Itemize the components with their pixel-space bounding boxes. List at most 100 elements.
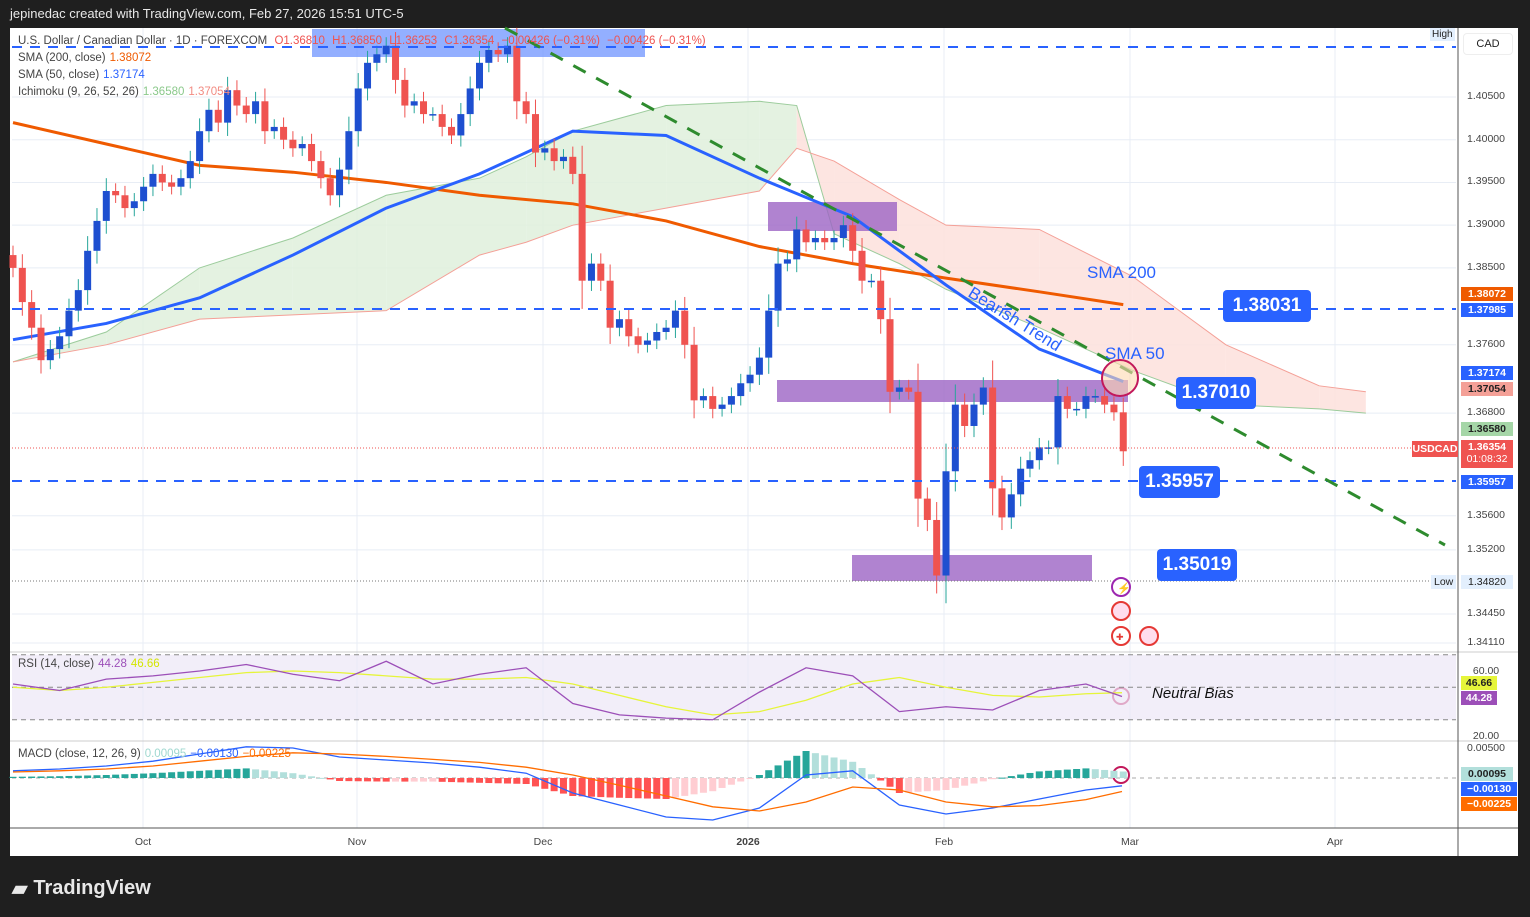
- svg-text:✚: ✚: [1116, 632, 1124, 642]
- level-label-135019[interactable]: 1.35019: [1157, 549, 1237, 581]
- candle-body: [783, 259, 791, 264]
- candle-body: [224, 90, 232, 123]
- candle-body: [177, 178, 185, 187]
- candle-body: [615, 319, 623, 328]
- macd-histogram-bar: [643, 778, 651, 799]
- macd-histogram-bar: [839, 759, 847, 778]
- currency-button[interactable]: CAD: [1463, 33, 1513, 55]
- macd-histogram-bar: [569, 778, 577, 796]
- event-icon-us-2[interactable]: [1139, 626, 1159, 646]
- candle-body: [718, 404, 726, 409]
- resistance-zone-2: [777, 380, 1128, 402]
- macd-histogram-bar: [1045, 770, 1053, 778]
- candle-body: [205, 109, 213, 132]
- rsi-tag: 44.28: [1461, 691, 1497, 705]
- candle-body: [653, 331, 661, 341]
- candle-body: [196, 131, 204, 162]
- candle-body: [494, 50, 502, 55]
- macd-histogram-bar: [783, 760, 791, 778]
- macd-histogram-bar: [438, 778, 446, 782]
- candle-body: [149, 173, 157, 187]
- macd-histogram-bar: [951, 778, 959, 788]
- macd-histogram-bar: [224, 769, 232, 778]
- legend-rsi[interactable]: RSI (14, close) 44.28 46.66: [18, 658, 164, 670]
- macd-histogram-bar: [392, 778, 400, 782]
- macd-histogram-bar: [336, 778, 344, 781]
- candle-body: [326, 178, 334, 196]
- macd-signal-tag: −0.00225: [1461, 797, 1517, 811]
- candle-body: [280, 126, 288, 140]
- macd-histogram-bar: [280, 772, 288, 778]
- macd-histogram-bar: [261, 770, 269, 778]
- candle-body: [420, 101, 428, 115]
- sma200-annotation: SMA 200: [1087, 263, 1156, 282]
- macd-histogram-bar: [634, 778, 642, 799]
- candle-body: [112, 190, 120, 196]
- support-zone: [852, 555, 1092, 581]
- macd-histogram-bar: [84, 775, 92, 778]
- ichimoku-value-2: 1.37054: [188, 86, 230, 98]
- macd-histogram-bar: [587, 778, 595, 797]
- candle-body: [37, 327, 45, 361]
- macd-histogram-bar: [802, 751, 810, 778]
- price-tick: 1.39500: [1467, 175, 1505, 188]
- macd-histogram-bar: [989, 778, 997, 780]
- level-label-138031[interactable]: 1.38031: [1223, 290, 1311, 322]
- macd-histogram-bar: [168, 772, 176, 778]
- macd-histogram-bar: [364, 778, 372, 782]
- legend-macd[interactable]: MACD (close, 12, 26, 9) 0.00095 −0.00130 −0…: [18, 748, 295, 760]
- macd-histogram-bar: [531, 778, 539, 787]
- time-tick: 2026: [736, 836, 760, 848]
- event-icon-ca[interactable]: ✚: [1111, 626, 1131, 646]
- macd-histogram-bar: [102, 775, 110, 778]
- time-tick: Apr: [1326, 836, 1344, 848]
- legend-sma50[interactable]: SMA (50, close) 1.37174: [18, 69, 149, 81]
- ichimoku-cloud-segment: [899, 199, 946, 290]
- macd-histogram-bar: [420, 778, 428, 782]
- level-label-137010[interactable]: 1.37010: [1176, 377, 1256, 409]
- candle-body: [765, 310, 773, 358]
- macd-histogram-bar: [252, 769, 260, 778]
- macd-histogram-bar: [18, 776, 26, 778]
- chart-credit: jepinedac created with TradingView.com, …: [10, 6, 404, 21]
- macd-histogram-bar: [709, 778, 717, 792]
- candle-body: [46, 349, 54, 361]
- bearish-trendline[interactable]: [504, 26, 1446, 547]
- candle-body: [1007, 494, 1015, 518]
- candle-body: [839, 225, 847, 238]
- macd-histogram-bar: [1017, 774, 1025, 778]
- candle-body: [9, 255, 17, 268]
- macd-histogram-bar: [270, 771, 278, 778]
- candle-body: [513, 45, 521, 102]
- candle-body: [970, 404, 978, 426]
- legend-symbol-row[interactable]: U.S. Dollar / Canadian Dollar · 1D · FOR…: [18, 35, 710, 47]
- macd-histogram-bar: [9, 776, 17, 778]
- legend-sma200[interactable]: SMA (200, close) 1.38072: [18, 52, 155, 64]
- candle-body: [821, 237, 829, 243]
- candle-body: [569, 156, 577, 174]
- macd-histogram-bar: [196, 770, 204, 778]
- macd-histogram-bar: [597, 778, 605, 798]
- neutral-bias-label: Neutral Bias: [1152, 685, 1234, 702]
- legend-ichimoku[interactable]: Ichimoku (9, 26, 52, 26) 1.36580 1.37054: [18, 86, 234, 98]
- macd-histogram-bar: [401, 778, 409, 782]
- macd-histogram-bar: [867, 774, 875, 778]
- macd-line: [12, 746, 1123, 821]
- event-icon-us[interactable]: [1111, 601, 1131, 621]
- candle-body: [1026, 460, 1034, 469]
- candle-body: [429, 114, 437, 116]
- tradingview-logo[interactable]: ▰ TradingView: [12, 876, 151, 901]
- candle-body: [28, 302, 36, 328]
- macd-histogram-bar: [177, 771, 185, 778]
- macd-histogram-bar: [485, 778, 493, 784]
- rsi-tick: 60.00: [1472, 665, 1500, 677]
- candle-body: [746, 374, 754, 384]
- macd-histogram-bar: [130, 773, 138, 778]
- level-label-135957[interactable]: 1.35957: [1139, 466, 1220, 498]
- macd-histogram-bar: [1035, 771, 1043, 778]
- macd-histogram-bar: [1007, 776, 1015, 778]
- event-icon-flash[interactable]: ⚡: [1111, 577, 1131, 597]
- macd-histogram-bar: [877, 778, 885, 781]
- time-tick: Dec: [533, 836, 553, 848]
